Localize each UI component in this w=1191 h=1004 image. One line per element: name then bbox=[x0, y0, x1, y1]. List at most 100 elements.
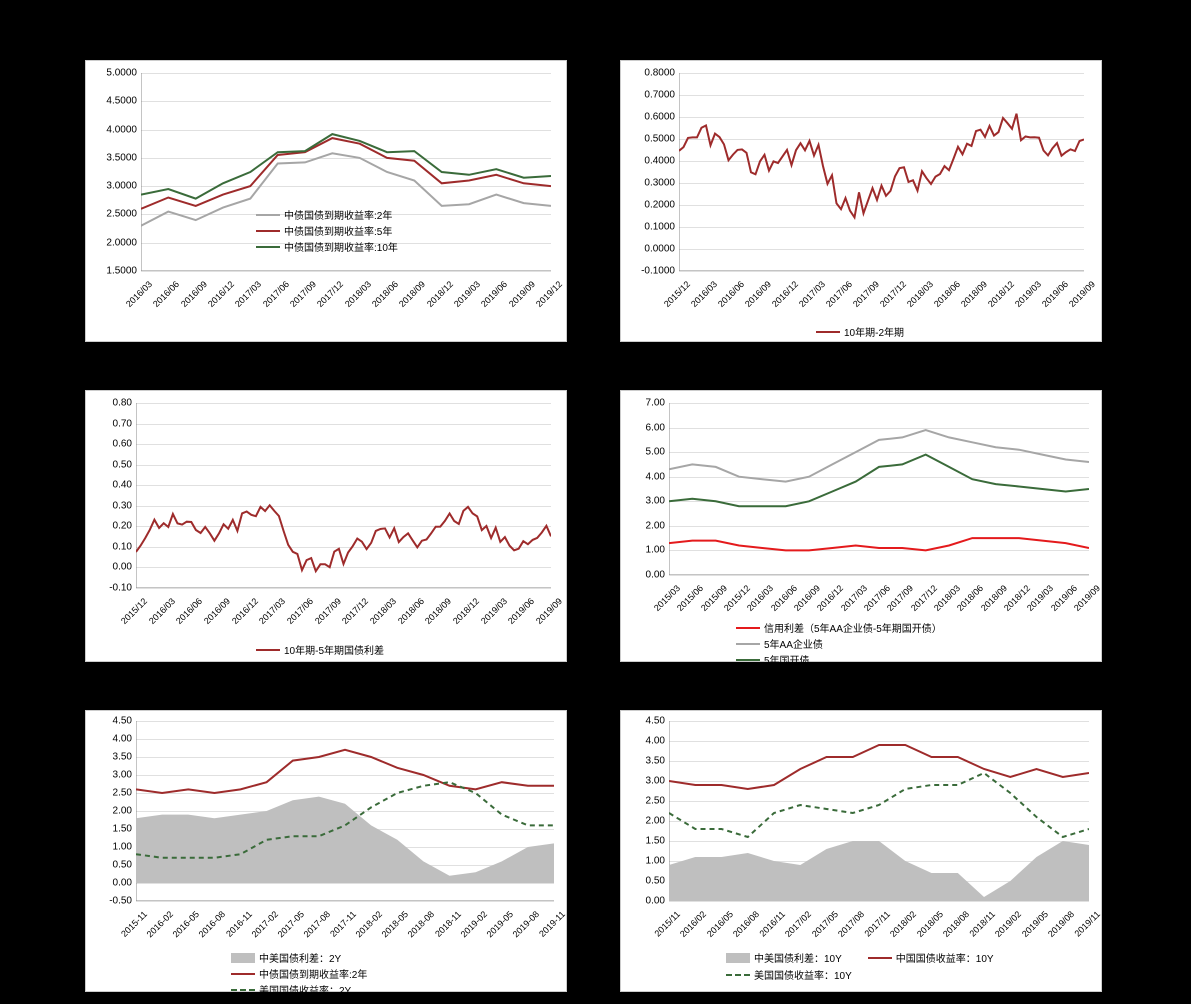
line-series bbox=[141, 138, 551, 209]
legend-swatch bbox=[256, 246, 280, 248]
legend-item: 中债国债到期收益率:10年 bbox=[256, 239, 398, 254]
y-tick-label: 2.00 bbox=[615, 816, 665, 827]
y-tick-label: 5.00 bbox=[615, 447, 665, 458]
y-tick-label: 0.1000 bbox=[625, 222, 675, 233]
y-tick-label: 1.00 bbox=[82, 842, 132, 853]
y-tick-label: 0.10 bbox=[82, 541, 132, 552]
y-tick-label: 0.20 bbox=[82, 521, 132, 532]
y-tick-label: 0.70 bbox=[82, 418, 132, 429]
y-tick-label: 0.80 bbox=[82, 398, 132, 409]
legend-swatch bbox=[736, 643, 760, 645]
y-tick-label: 0.0000 bbox=[625, 244, 675, 255]
y-tick-label: 0.30 bbox=[82, 500, 132, 511]
plot-area bbox=[669, 403, 1089, 575]
y-tick-label: 0.6000 bbox=[625, 112, 675, 123]
legend: 中债国债到期收益率:2年中债国债到期收益率:5年中债国债到期收益率:10年 bbox=[256, 206, 398, 255]
legend-item: 美国国债收益率：2Y bbox=[231, 982, 367, 997]
gridline bbox=[669, 901, 1089, 902]
legend-item: 中美国债利差：10Y bbox=[726, 950, 852, 965]
y-tick-label: 3.00 bbox=[82, 770, 132, 781]
legend-label: 中美国债利差：10Y bbox=[754, 950, 842, 965]
chart-svg bbox=[136, 721, 554, 901]
y-tick-label: 0.00 bbox=[615, 570, 665, 581]
legend-item: 5年AA企业债 bbox=[736, 636, 942, 651]
legend-swatch bbox=[868, 957, 892, 959]
y-tick-label: 4.50 bbox=[82, 716, 132, 727]
y-tick-label: 0.2000 bbox=[625, 200, 675, 211]
y-tick-label: 6.00 bbox=[615, 422, 665, 433]
legend-swatch bbox=[726, 974, 750, 976]
line-series bbox=[669, 455, 1089, 507]
legend-swatch bbox=[736, 659, 760, 661]
y-tick-label: 3.50 bbox=[615, 756, 665, 767]
y-tick-label: 7.00 bbox=[615, 398, 665, 409]
legend-swatch bbox=[816, 331, 840, 333]
y-tick-label: 0.4000 bbox=[625, 156, 675, 167]
y-tick-label: 5.0000 bbox=[87, 68, 137, 79]
legend-label: 信用利差（5年AA企业债-5年期国开债） bbox=[764, 620, 942, 635]
legend-swatch bbox=[231, 989, 255, 991]
y-tick-label: 3.0000 bbox=[87, 181, 137, 192]
legend-swatch bbox=[256, 214, 280, 216]
legend-swatch bbox=[231, 953, 255, 963]
y-tick-label: 0.7000 bbox=[625, 90, 675, 101]
legend-item: 中国国债收益率：10Y bbox=[868, 950, 994, 965]
gridline bbox=[679, 271, 1084, 272]
chart-svg bbox=[669, 403, 1089, 575]
legend-swatch bbox=[726, 953, 750, 963]
y-tick-label: 0.50 bbox=[82, 860, 132, 871]
y-tick-label: 4.00 bbox=[82, 734, 132, 745]
line-series bbox=[669, 773, 1089, 837]
gridline bbox=[136, 588, 551, 589]
line-series bbox=[669, 430, 1089, 482]
chart-panel-c4: 0.001.002.003.004.005.006.007.002015/032… bbox=[620, 390, 1102, 662]
y-tick-label: 0.50 bbox=[82, 459, 132, 470]
plot-area bbox=[669, 721, 1089, 901]
legend-label: 5年国开债 bbox=[764, 652, 810, 667]
legend-item: 10年期-2年期 bbox=[816, 324, 904, 339]
y-tick-label: 0.50 bbox=[615, 876, 665, 887]
y-tick-label: 4.5000 bbox=[87, 96, 137, 107]
legend-label: 美国国债收益率：2Y bbox=[259, 982, 351, 997]
y-tick-label: 4.0000 bbox=[87, 124, 137, 135]
y-tick-label: 0.00 bbox=[615, 896, 665, 907]
chart-panel-c2: -0.10000.00000.10000.20000.30000.40000.5… bbox=[620, 60, 1102, 342]
plot-area bbox=[679, 73, 1084, 271]
gridline bbox=[141, 271, 551, 272]
y-tick-label: 3.50 bbox=[82, 752, 132, 763]
legend-item: 中债国债到期收益率:2年 bbox=[231, 966, 367, 981]
y-tick-label: 1.5000 bbox=[87, 266, 137, 277]
legend-swatch bbox=[256, 230, 280, 232]
gridline bbox=[136, 901, 554, 902]
legend-label: 中债国债到期收益率:10年 bbox=[284, 239, 398, 254]
y-tick-label: 4.00 bbox=[615, 471, 665, 482]
y-tick-label: 1.00 bbox=[615, 545, 665, 556]
page-root: 1.50002.00002.50003.00003.50004.00004.50… bbox=[0, 0, 1191, 1004]
legend-swatch bbox=[256, 649, 280, 651]
line-series bbox=[141, 134, 551, 199]
y-tick-label: 1.50 bbox=[615, 836, 665, 847]
y-tick-label: 3.00 bbox=[615, 776, 665, 787]
chart-svg bbox=[136, 403, 551, 588]
y-tick-label: 2.50 bbox=[615, 796, 665, 807]
legend: 信用利差（5年AA企业债-5年期国开债）5年AA企业债5年国开债 bbox=[736, 619, 942, 668]
line-series bbox=[679, 114, 1084, 218]
legend-label: 5年AA企业债 bbox=[764, 636, 823, 651]
legend: 10年期-2年期 bbox=[816, 323, 904, 340]
y-tick-label: 4.50 bbox=[615, 716, 665, 727]
gridline bbox=[669, 575, 1089, 576]
y-tick-label: 0.00 bbox=[82, 878, 132, 889]
y-tick-label: 1.00 bbox=[615, 856, 665, 867]
legend-item: 中债国债到期收益率:5年 bbox=[256, 223, 398, 238]
legend-item: 美国国债收益率：10Y bbox=[726, 967, 852, 982]
line-series bbox=[136, 505, 551, 571]
legend-label: 中美国债利差：2Y bbox=[259, 950, 341, 965]
plot-area bbox=[136, 403, 551, 588]
legend-item: 信用利差（5年AA企业债-5年期国开债） bbox=[736, 620, 942, 635]
y-tick-label: 1.50 bbox=[82, 824, 132, 835]
legend: 10年期-5年期国债利差 bbox=[256, 641, 384, 658]
y-tick-label: 2.00 bbox=[82, 806, 132, 817]
y-tick-label: 0.5000 bbox=[625, 134, 675, 145]
y-tick-label: 3.5000 bbox=[87, 152, 137, 163]
chart-panel-c6: 0.000.501.001.502.002.503.003.504.004.50… bbox=[620, 710, 1102, 992]
